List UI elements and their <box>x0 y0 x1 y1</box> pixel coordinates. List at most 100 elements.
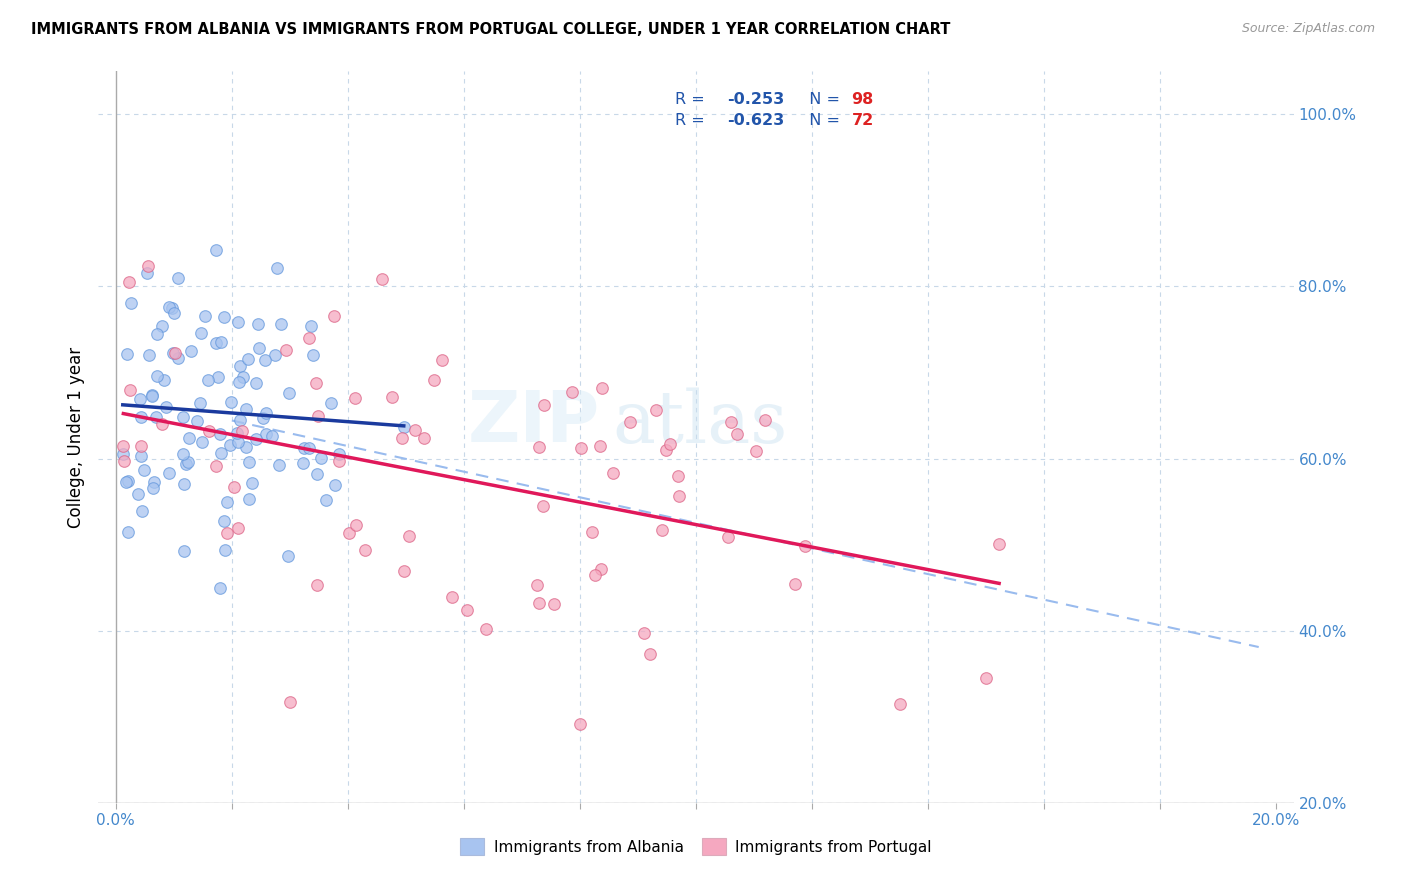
Point <box>526 578 548 592</box>
Point <box>398 529 420 543</box>
Point <box>224 480 246 494</box>
Text: Source: ZipAtlas.com: Source: ZipAtlas.com <box>1241 22 1375 36</box>
Point <box>155 400 177 414</box>
Point <box>150 417 173 432</box>
Point <box>974 671 997 685</box>
Point <box>226 425 249 440</box>
Point <box>145 410 167 425</box>
Point <box>315 493 337 508</box>
Point <box>276 343 298 357</box>
Point <box>298 441 321 455</box>
Point <box>254 407 277 421</box>
Point <box>651 523 673 537</box>
Point <box>112 439 135 453</box>
Point <box>207 370 229 384</box>
Point <box>247 317 270 331</box>
Point <box>190 326 212 340</box>
Text: IMMIGRANTS FROM ALBANIA VS IMMIGRANTS FROM PORTUGAL COLLEGE, UNDER 1 YEAR CORREL: IMMIGRANTS FROM ALBANIA VS IMMIGRANTS FR… <box>31 22 950 37</box>
Point <box>127 487 149 501</box>
Point <box>205 458 228 473</box>
Point <box>654 443 676 458</box>
Point <box>254 353 277 368</box>
Point <box>252 411 274 425</box>
Point <box>527 596 550 610</box>
Point <box>226 315 249 329</box>
Point <box>120 296 142 310</box>
Text: N =: N = <box>799 113 845 128</box>
Point <box>328 454 350 468</box>
Point <box>323 478 346 492</box>
Point <box>307 409 329 424</box>
Y-axis label: College, Under 1 year: College, Under 1 year <box>66 346 84 528</box>
Point <box>197 424 219 438</box>
Point <box>209 334 232 349</box>
Point <box>391 431 413 445</box>
Point <box>111 447 134 461</box>
Point <box>118 383 141 397</box>
Text: -0.253: -0.253 <box>727 92 785 107</box>
Point <box>633 626 655 640</box>
Point <box>129 449 152 463</box>
Point <box>228 376 250 390</box>
Text: -0.623: -0.623 <box>727 113 785 128</box>
Point <box>150 318 173 333</box>
Point <box>305 467 328 482</box>
Point <box>278 386 301 401</box>
Point <box>344 391 367 405</box>
Point <box>153 373 176 387</box>
Point <box>172 447 194 461</box>
Point <box>177 431 200 445</box>
Point <box>235 402 257 417</box>
Point <box>157 300 180 314</box>
Text: 72: 72 <box>852 113 873 128</box>
Point <box>278 695 301 709</box>
Point <box>309 450 332 465</box>
Point <box>240 476 263 491</box>
Point <box>619 415 641 429</box>
Point <box>668 489 690 503</box>
Point <box>254 426 277 441</box>
Point <box>212 310 235 324</box>
Point <box>305 376 328 391</box>
Point <box>226 521 249 535</box>
Point <box>180 344 202 359</box>
Point <box>591 381 613 395</box>
Point <box>569 441 592 455</box>
Point <box>231 424 253 438</box>
Point <box>392 564 415 578</box>
Point <box>266 261 288 276</box>
Point <box>299 319 322 334</box>
Point <box>337 525 360 540</box>
Point <box>292 456 315 470</box>
Point <box>589 562 612 576</box>
Point <box>354 543 377 558</box>
Point <box>745 443 768 458</box>
Point <box>298 331 321 345</box>
Point <box>141 388 163 402</box>
Point <box>321 396 343 410</box>
Point <box>146 369 169 384</box>
Text: R =: R = <box>675 92 710 107</box>
Point <box>561 385 583 400</box>
Point <box>404 423 426 437</box>
Point <box>212 514 235 528</box>
Point <box>423 373 446 387</box>
Point <box>143 475 166 489</box>
Point <box>602 466 624 480</box>
Point <box>166 351 188 366</box>
Point <box>197 373 219 387</box>
Point <box>638 647 661 661</box>
Point <box>247 341 270 355</box>
Point <box>328 446 350 460</box>
Point <box>889 697 911 711</box>
Point <box>581 525 603 540</box>
Point <box>229 359 252 373</box>
Point <box>277 549 299 564</box>
Point <box>215 525 238 540</box>
Point <box>188 395 211 409</box>
Point <box>136 266 159 280</box>
Point <box>157 466 180 480</box>
Point <box>114 475 136 490</box>
Point <box>117 347 139 361</box>
Point <box>302 348 325 362</box>
